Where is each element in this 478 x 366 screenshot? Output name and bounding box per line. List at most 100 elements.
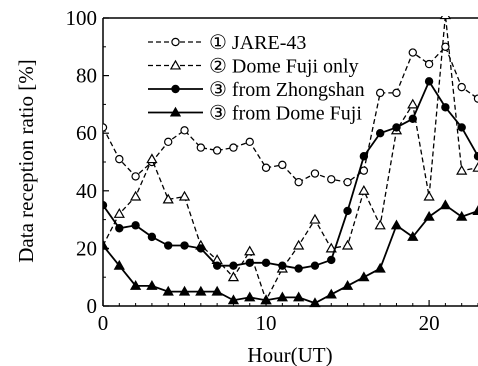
data-point	[358, 184, 370, 195]
y-tick-label: 60	[76, 121, 97, 145]
data-point	[407, 231, 419, 241]
data-point	[244, 245, 256, 256]
data-point	[325, 242, 337, 253]
data-point	[227, 294, 240, 305]
legend-item-4: ③ from Dome Fuji	[148, 103, 362, 125]
data-point	[309, 297, 321, 308]
data-point	[407, 98, 419, 109]
data-point	[327, 175, 336, 184]
data-point	[103, 123, 108, 132]
data-point	[327, 255, 336, 265]
legend-label: ② Dome Fuji only	[209, 56, 359, 78]
data-point	[423, 210, 435, 221]
data-point	[424, 77, 434, 86]
data-point	[441, 103, 450, 112]
legend-item-2: ② Dome Fuji only	[148, 56, 359, 78]
data-point	[129, 190, 142, 201]
data-point	[162, 193, 174, 204]
data-point	[178, 190, 191, 201]
data-point	[245, 258, 254, 267]
x-tick-label: 0	[98, 311, 109, 335]
data-point	[294, 177, 303, 187]
data-point	[164, 137, 173, 147]
data-point	[441, 42, 450, 52]
data-point	[261, 163, 271, 172]
data-point	[392, 88, 401, 98]
data-point	[260, 294, 272, 305]
data-point	[473, 152, 478, 161]
data-point	[276, 291, 288, 302]
data-point	[374, 219, 386, 230]
data-point	[103, 201, 108, 210]
data-point	[456, 164, 468, 175]
x-tick-label: 10	[256, 311, 277, 335]
data-point	[212, 261, 222, 270]
data-point	[113, 259, 125, 270]
data-point	[229, 261, 238, 270]
y-tick-label: 20	[76, 236, 97, 260]
legend-label: ③ from Zhongshan	[209, 79, 365, 101]
series-3	[103, 77, 478, 273]
data-point	[374, 262, 386, 273]
data-point	[131, 221, 140, 230]
data-point	[227, 271, 240, 282]
x-axis-label: Hour(UT)	[247, 343, 332, 366]
legend-marker	[171, 37, 180, 47]
data-point	[343, 206, 352, 216]
data-point	[146, 153, 158, 164]
data-point	[115, 154, 124, 164]
data-point	[392, 123, 401, 132]
data-point	[180, 241, 189, 250]
data-point	[178, 285, 191, 296]
data-point	[408, 48, 417, 57]
data-point	[278, 261, 287, 270]
data-point	[278, 160, 287, 170]
data-point	[164, 241, 173, 250]
data-point	[147, 232, 157, 242]
data-point	[195, 285, 207, 296]
data-point	[293, 291, 305, 302]
data-point	[472, 161, 478, 172]
data-point	[375, 88, 385, 98]
series-line	[103, 204, 478, 305]
data-point	[146, 280, 158, 290]
data-point	[310, 261, 320, 270]
y-axis-label: Data reception ratio [%]	[14, 59, 38, 262]
data-point	[341, 239, 354, 250]
data-point	[196, 143, 206, 152]
data-point	[229, 143, 238, 152]
data-point	[131, 172, 140, 181]
data-point	[310, 169, 320, 178]
legend-marker	[169, 106, 182, 117]
data-point	[456, 210, 468, 221]
data-point	[115, 224, 124, 233]
data-point	[325, 288, 337, 299]
data-point	[457, 82, 466, 92]
x-tick-label: 20	[419, 311, 440, 335]
series-layer	[103, 16, 478, 308]
data-point	[473, 94, 478, 103]
y-tick-label: 100	[66, 6, 98, 30]
legend-marker	[171, 84, 180, 94]
legend-marker	[169, 59, 182, 70]
data-point	[162, 285, 174, 296]
data-point	[309, 213, 321, 224]
data-point	[180, 126, 189, 135]
data-point	[375, 128, 385, 138]
data-point	[390, 219, 403, 230]
series-line	[103, 45, 478, 183]
y-tick-label: 80	[76, 64, 97, 88]
series-4	[103, 199, 478, 308]
legend-label: ③ from Dome Fuji	[209, 103, 362, 125]
series-2	[103, 16, 478, 305]
data-point	[103, 239, 109, 250]
y-tick-label: 0	[87, 294, 98, 318]
data-point	[343, 177, 352, 187]
data-point	[113, 208, 125, 218]
data-point	[212, 146, 222, 155]
legend-item-1: ① JARE-43	[148, 32, 306, 54]
data-point	[211, 285, 223, 296]
data-point	[294, 264, 303, 273]
